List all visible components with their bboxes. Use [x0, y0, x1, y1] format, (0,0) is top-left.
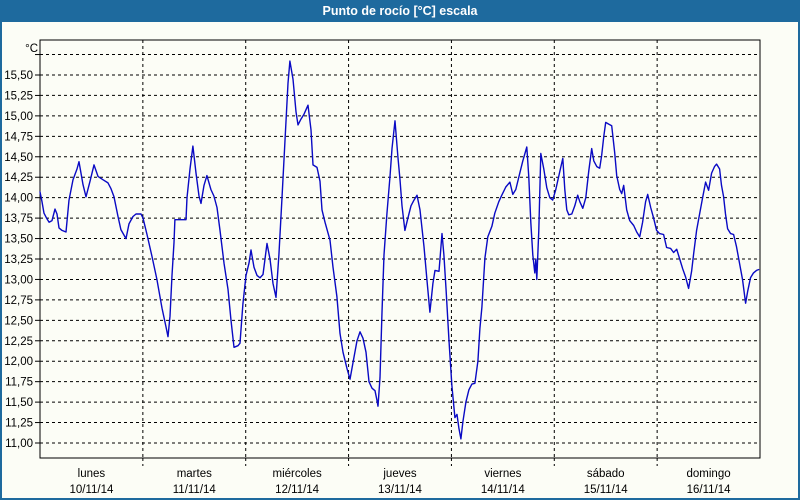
- window-title: Punto de rocío [°C] escala: [322, 4, 478, 18]
- day-name-label: jueves: [382, 468, 416, 480]
- dew-point-line: [39, 60, 760, 440]
- day-name-label: domingo: [687, 468, 731, 480]
- y-tick-label: 13,25: [4, 254, 33, 266]
- plot-border: [39, 39, 761, 459]
- y-tick-label: 13,50: [4, 234, 33, 246]
- y-tick-label: 12,00: [4, 356, 33, 368]
- day-name-label: sábado: [587, 468, 625, 480]
- day-date-label: 15/11/14: [584, 484, 629, 496]
- y-tick-label: 11,00: [5, 438, 33, 450]
- day-name-label: lunes: [78, 468, 106, 480]
- day-date-label: 13/11/14: [378, 484, 423, 496]
- y-axis-unit-label: °C: [25, 43, 38, 55]
- day-date-label: 14/11/14: [481, 484, 526, 496]
- day-name-label: martes: [177, 468, 212, 480]
- y-tick-label: 14,75: [4, 131, 33, 143]
- y-tick-label: 14,25: [4, 172, 33, 184]
- dew-point-chart: 15,50 15,25 15,00 14,75 14,50 14,25 14,00 13,75…: [4, 39, 761, 496]
- y-tick-label: 15,50: [4, 70, 33, 82]
- y-tick-label: 14,50: [4, 152, 33, 164]
- title-bar: Punto de rocío [°C] escala: [2, 0, 798, 22]
- day-date-label: 11/11/14: [173, 484, 217, 496]
- day-date-label: 16/11/14: [687, 484, 732, 496]
- day-date-label: 10/11/14: [69, 484, 114, 496]
- y-tick-label: 13,00: [4, 274, 33, 286]
- day-name-label: viernes: [484, 468, 521, 480]
- y-tick-label: 11,25: [5, 418, 33, 430]
- y-tick-label: 12,75: [4, 295, 33, 307]
- y-tick-label: 12,25: [4, 336, 33, 348]
- y-tick-label: 11,75: [5, 377, 33, 389]
- y-tick-label: 14,00: [4, 193, 33, 205]
- y-tick-label: 11,50: [5, 397, 33, 409]
- y-tick-label: 15,25: [4, 90, 33, 102]
- y-tick-label: 13,75: [4, 213, 33, 225]
- y-tick-label: 12,50: [4, 315, 33, 327]
- day-date-label: 12/11/14: [275, 484, 320, 496]
- day-name-label: miércoles: [273, 468, 322, 480]
- y-tick-label: 15,00: [4, 111, 33, 123]
